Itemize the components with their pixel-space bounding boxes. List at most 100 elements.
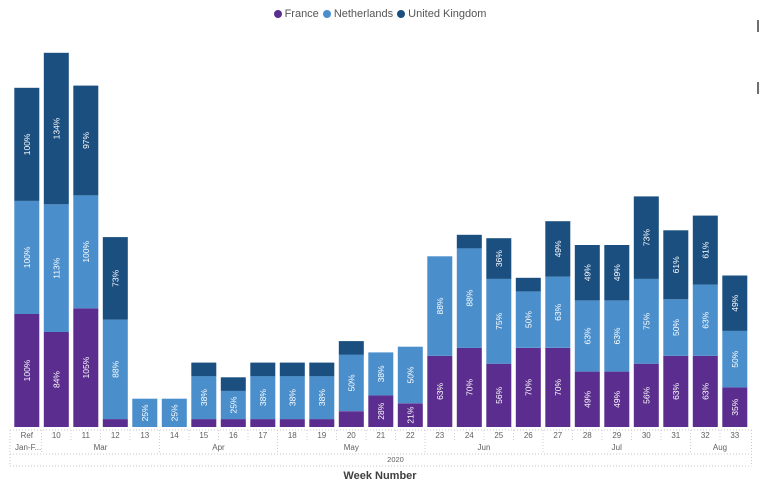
x-tick-label: 20 (347, 431, 356, 440)
bar-united-kingdom-16[interactable] (220, 377, 246, 391)
bar-united-kingdom-30[interactable] (633, 196, 659, 279)
bar-france-18[interactable] (279, 419, 305, 427)
bar-netherlands-14[interactable] (161, 398, 187, 427)
bar-netherlands-23[interactable] (427, 256, 453, 356)
bar-france-30[interactable] (633, 363, 659, 427)
x-tick-label: 18 (288, 431, 297, 440)
bar-united-kingdom-24[interactable] (456, 234, 482, 249)
bar-france-12[interactable] (102, 419, 128, 427)
data-label: 70% (553, 378, 563, 395)
bar-france-28[interactable] (574, 371, 600, 427)
bar-netherlands-12[interactable] (102, 319, 128, 420)
bar-france-19[interactable] (309, 419, 335, 427)
data-label: 38% (199, 389, 209, 406)
x-tick-label: 29 (612, 431, 621, 440)
x-tick-label: 31 (671, 431, 680, 440)
data-label: 38% (287, 389, 297, 406)
bar-united-kingdom-31[interactable] (663, 230, 689, 300)
data-label: 25% (228, 396, 238, 413)
data-label: 63% (553, 303, 563, 320)
legend-item-netherlands[interactable]: Netherlands (322, 8, 393, 20)
bar-france-17[interactable] (250, 419, 276, 427)
bar-netherlands-22[interactable] (397, 346, 423, 404)
data-label: 49% (612, 264, 622, 281)
data-label: 50% (405, 366, 415, 383)
bar-united-kingdom-32[interactable] (692, 215, 718, 285)
legend-swatch (273, 10, 282, 18)
bar-france-24[interactable] (456, 347, 482, 427)
bar-netherlands-Ref[interactable] (14, 200, 40, 314)
bar-united-kingdom-17[interactable] (250, 362, 276, 377)
bar-netherlands-29[interactable] (604, 300, 630, 372)
bar-united-kingdom-26[interactable] (515, 277, 541, 292)
bar-netherlands-31[interactable] (663, 299, 689, 356)
bar-france-32[interactable] (692, 355, 718, 427)
data-label: 61% (671, 256, 681, 273)
bar-france-27[interactable] (545, 347, 571, 427)
x-tick-label: 27 (553, 431, 562, 440)
bar-united-kingdom-Ref[interactable] (14, 87, 40, 201)
bar-united-kingdom-11[interactable] (73, 85, 99, 196)
data-label: 88% (464, 289, 474, 306)
data-label: 100% (81, 240, 91, 262)
data-label: 36% (494, 250, 504, 267)
bar-united-kingdom-25[interactable] (486, 238, 512, 279)
bar-france-25[interactable] (486, 363, 512, 427)
x-tick-label: 25 (494, 431, 503, 440)
bar-united-kingdom-19[interactable] (309, 362, 335, 377)
bar-united-kingdom-12[interactable] (102, 237, 128, 320)
bar-netherlands-11[interactable] (73, 195, 99, 309)
bar-france-15[interactable] (191, 419, 217, 427)
bar-france-20[interactable] (338, 411, 364, 427)
bar-france-21[interactable] (368, 395, 394, 427)
bar-netherlands-21[interactable] (368, 352, 394, 396)
data-label: 50% (730, 350, 740, 367)
bar-france-Ref[interactable] (14, 313, 40, 427)
bar-france-10[interactable] (43, 332, 69, 427)
bar-united-kingdom-27[interactable] (545, 221, 571, 277)
data-label: 49% (553, 240, 563, 257)
bar-netherlands-19[interactable] (309, 376, 335, 420)
bar-netherlands-30[interactable] (633, 278, 659, 364)
bar-france-16[interactable] (220, 419, 246, 427)
bar-netherlands-10[interactable] (43, 204, 69, 332)
bar-netherlands-25[interactable] (486, 278, 512, 364)
data-label: 38% (317, 389, 327, 406)
x-tick-label: 12 (111, 431, 120, 440)
bar-netherlands-27[interactable] (545, 276, 571, 348)
bar-netherlands-13[interactable] (132, 398, 158, 427)
bar-netherlands-16[interactable] (220, 390, 246, 420)
bar-france-22[interactable] (397, 403, 423, 427)
x-tick-label: 22 (406, 431, 415, 440)
bar-netherlands-33[interactable] (722, 330, 748, 388)
bar-united-kingdom-10[interactable] (43, 52, 69, 205)
legend-item-united-kingdom[interactable]: United Kingdom (397, 8, 486, 20)
bar-united-kingdom-33[interactable] (722, 275, 748, 331)
bar-united-kingdom-28[interactable] (574, 245, 600, 301)
bar-france-11[interactable] (73, 308, 99, 427)
bar-netherlands-28[interactable] (574, 300, 600, 372)
bar-netherlands-32[interactable] (692, 284, 718, 356)
bar-netherlands-20[interactable] (338, 354, 364, 412)
bar-france-31[interactable] (663, 355, 689, 427)
data-label: 49% (730, 294, 740, 311)
data-label: 70% (523, 378, 533, 395)
x-tick-label: 21 (376, 431, 385, 440)
x-tick-label: 19 (317, 431, 326, 440)
bar-france-26[interactable] (515, 347, 541, 427)
legend-item-france[interactable]: France (273, 8, 319, 20)
bar-france-23[interactable] (427, 355, 453, 427)
data-label: 63% (435, 382, 445, 399)
bar-france-33[interactable] (722, 387, 748, 427)
bar-france-29[interactable] (604, 371, 630, 427)
bar-united-kingdom-15[interactable] (191, 362, 217, 377)
bar-united-kingdom-18[interactable] (279, 362, 305, 377)
data-label: 63% (671, 382, 681, 399)
bar-netherlands-17[interactable] (250, 376, 276, 420)
bar-netherlands-15[interactable] (191, 376, 217, 420)
bar-netherlands-18[interactable] (279, 376, 305, 420)
bar-united-kingdom-20[interactable] (338, 341, 364, 355)
bar-united-kingdom-29[interactable] (604, 245, 630, 301)
bar-netherlands-26[interactable] (515, 291, 541, 348)
bar-netherlands-24[interactable] (456, 248, 482, 348)
